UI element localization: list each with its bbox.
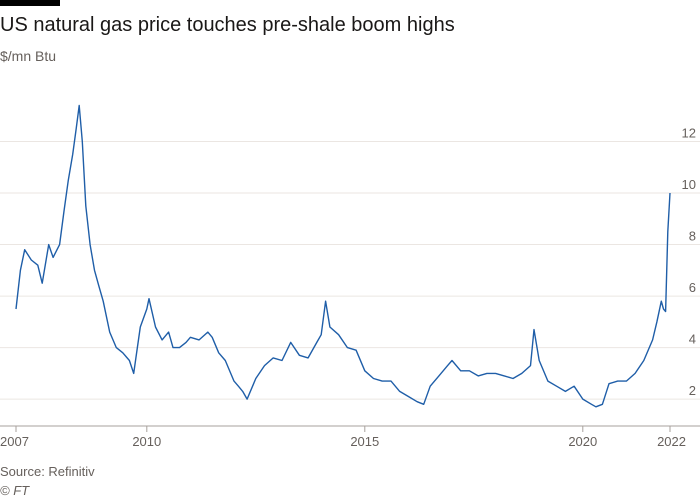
y-tick-label: 10 [682,177,696,192]
y-tick-label: 4 [689,332,696,347]
x-tick-label: 2007 [0,434,29,449]
x-axis-ticks: 2007 2010 2015 2020 2022 [0,426,686,449]
chart-subtitle-unit: $/mn Btu [0,48,57,64]
x-tick-label: 2010 [132,434,161,449]
line-chart: 2 4 6 8 10 12 2007 2010 2015 2020 2022 [0,104,700,449]
x-tick-label: 2020 [568,434,597,449]
x-tick-label: 2022 [657,434,686,449]
ft-credit: © FT [0,483,30,498]
y-tick-label: 8 [689,229,696,244]
y-tick-label: 12 [682,126,696,141]
source-note: Source: Refinitiv [0,464,95,479]
price-series-line [15,104,671,408]
x-tick-label: 2015 [350,434,379,449]
chart-title: US natural gas price touches pre-shale b… [0,14,455,36]
gridlines [0,141,700,427]
y-axis-ticks: 2 4 6 8 10 12 [682,126,696,399]
y-tick-label: 2 [689,383,696,398]
ft-brand-bar [0,0,60,6]
y-tick-label: 6 [689,280,696,295]
